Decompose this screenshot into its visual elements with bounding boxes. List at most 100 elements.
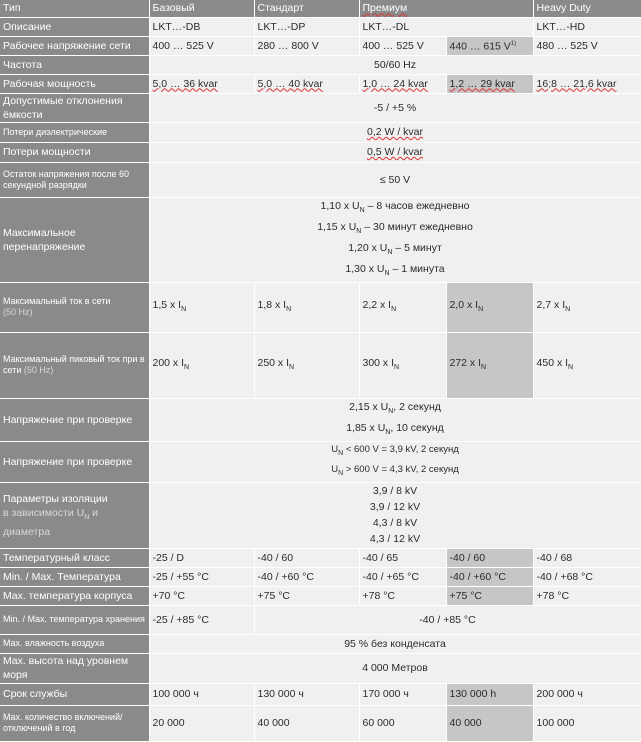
cell-switching-premium-alt: 40 000 [446, 705, 534, 742]
header-type: Тип [0, 0, 150, 18]
label-minmax-temp: Min. / Max. Температура [0, 567, 150, 587]
cell-overvoltage: 1,10 x UN – 8 часов ежедневно 1,15 x UN … [149, 197, 641, 283]
label-max-current: Максимальный ток в сети (50 Hz) [0, 282, 150, 333]
label-test-voltage-2: Напряжение при проверке [0, 441, 150, 483]
overvoltage-line: 1,15 x UN – 30 минут ежедневно [317, 220, 473, 235]
row-switching: Max. количество включений/отключений в г… [0, 705, 641, 742]
label-humidity: Max. влажность воздуха [0, 634, 150, 654]
label-tolerance: Допустимые отклонения ёмкости [0, 93, 150, 123]
cell-lifetime-premium-alt: 130 000 h [446, 683, 534, 706]
cell-switching-basic: 20 000 [149, 705, 255, 742]
label-switching: Max. количество включений/отключений в г… [0, 705, 150, 742]
test-voltage-line: 2,15 x UN, 2 секунд [349, 400, 441, 415]
overvoltage-line: 1,20 x UN – 5 минут [348, 241, 442, 256]
row-test-voltage-2: Напряжение при проверке UN < 600 V = 3,9… [0, 441, 641, 483]
cell-peak-current-premium: 300 x IN [359, 332, 447, 399]
row-temp-class: Температурный класс -25 / D -40 / 60 -40… [0, 548, 641, 568]
cell-storage-temp-basic: -25 / +85 °C [149, 605, 255, 635]
label-voltage: Рабочее напряжение сети [0, 36, 150, 56]
label-description: Описание [0, 17, 150, 37]
cell-max-current-basic: 1,5 x IN [149, 282, 255, 333]
cell-minmax-temp-premium-alt: -40 / +60 °C [446, 567, 534, 587]
cell-peak-current-basic: 200 x IN [149, 332, 255, 399]
cell-voltage-basic: 400 … 525 V [149, 36, 255, 56]
cell-description-standard: LKT…-DP [254, 17, 360, 37]
cell-max-current-heavy: 2,7 x IN [533, 282, 641, 333]
label-residual: Остаток напряжения после 60 секундной ра… [0, 162, 150, 198]
cell-peak-current-premium-alt: 272 x IN [446, 332, 534, 399]
cell-test-voltage-1: 2,15 x UN, 2 секунд 1,85 x UN, 10 секунд [149, 398, 641, 443]
label-insulation: Параметры изоляции в зависимости UN и ди… [0, 482, 150, 549]
cell-temp-class-premium-alt: -40 / 60 [446, 548, 534, 568]
header-row: Тип Базовый Стандарт Премиум Heavy Duty [0, 0, 641, 18]
row-dielectric-loss: Потери диэлектрические 0,2 W / kvar [0, 122, 641, 143]
cell-case-temp-basic: +70 °C [149, 586, 255, 606]
cell-peak-current-standard: 250 x IN [254, 332, 360, 399]
row-humidity: Max. влажность воздуха 95 % без конденса… [0, 634, 641, 654]
label-test-voltage-1: Напряжение при проверке [0, 398, 150, 443]
cell-insulation: 3,9 / 8 kV 3,9 / 12 kV 4,3 / 8 kV 4,3 / … [149, 482, 641, 549]
row-altitude: Max. высота над уровнем моря 4 000 Метро… [0, 653, 641, 684]
cell-test-voltage-2: UN < 600 V = 3,9 kV, 2 секунд UN > 600 V… [149, 441, 641, 483]
cell-altitude: 4 000 Метров [149, 653, 641, 684]
cell-case-temp-standard: +75 °C [254, 586, 360, 606]
cell-lifetime-standard: 130 000 ч [254, 683, 360, 706]
insulation-line: 4,3 / 12 kV [369, 533, 421, 546]
cell-voltage-premium: 400 … 525 V [359, 36, 447, 56]
cell-description-premium: LKT…-DL [359, 17, 534, 37]
cell-minmax-temp-standard: -40 / +60 °C [254, 567, 360, 587]
label-dielectric-loss: Потери диэлектрические [0, 122, 150, 143]
label-frequency: Частота [0, 55, 150, 75]
cell-humidity: 95 % без конденсата [149, 634, 641, 654]
cell-power-loss: 0,5 W / kvar [149, 142, 641, 163]
label-power: Рабочая мощность [0, 74, 150, 94]
header-basic: Базовый [149, 0, 255, 18]
row-residual: Остаток напряжения после 60 секундной ра… [0, 162, 641, 198]
cell-switching-premium: 60 000 [359, 705, 447, 742]
overvoltage-line: 1,10 x UN – 8 часов ежедневно [320, 199, 470, 214]
row-description: Описание LKT…-DB LKT…-DP LKT…-DL LKT…-HD [0, 17, 641, 37]
cell-max-current-standard: 1,8 x IN [254, 282, 360, 333]
label-lifetime: Срок службы [0, 683, 150, 706]
label-overvoltage: Максимальное перенапряжение [0, 197, 150, 283]
row-lifetime: Срок службы 100 000 ч 130 000 ч 170 000 … [0, 683, 641, 706]
label-altitude: Max. высота над уровнем моря [0, 653, 150, 684]
row-voltage: Рабочее напряжение сети 400 … 525 V 280 … [0, 36, 641, 56]
cell-temp-class-standard: -40 / 60 [254, 548, 360, 568]
row-peak-current: Максимальный пиковый ток при в сети (50 … [0, 332, 641, 399]
test-voltage-line: UN > 600 V = 4,3 kV, 2 секунд [331, 463, 459, 477]
label-temp-class: Температурный класс [0, 548, 150, 568]
cell-temp-class-premium: -40 / 65 [359, 548, 447, 568]
cell-voltage-standard: 280 … 800 V [254, 36, 360, 56]
cell-minmax-temp-premium: -40 / +65 °C [359, 567, 447, 587]
cell-peak-current-heavy: 450 x IN [533, 332, 641, 399]
test-voltage-line: 1,85 x UN, 10 секунд [346, 421, 444, 437]
label-power-loss: Потери мощности [0, 142, 150, 163]
row-frequency: Частота 50/60 Hz [0, 55, 641, 75]
cell-description-basic: LKT…-DB [149, 17, 255, 37]
cell-frequency: 50/60 Hz [149, 55, 641, 75]
cell-power-basic: 5,0 … 36 kvar [149, 74, 255, 94]
label-storage-temp: Min. / Max. температура хранения [0, 605, 150, 635]
cell-minmax-temp-basic: -25 / +55 °C [149, 567, 255, 587]
header-premium: Премиум [359, 0, 534, 18]
row-minmax-temp: Min. / Max. Температура -25 / +55 °C -40… [0, 567, 641, 587]
cell-power-heavy: 16;8 … 21,6 kvar [533, 74, 641, 94]
row-insulation: Параметры изоляции в зависимости UN и ди… [0, 482, 641, 549]
label-case-temp: Max. температура корпуса [0, 586, 150, 606]
cell-max-current-premium: 2,2 x IN [359, 282, 447, 333]
cell-case-temp-premium: +78 °C [359, 586, 447, 606]
insulation-line: 3,9 / 8 kV [372, 485, 418, 498]
cell-power-standard: 5,0 … 40 kvar [254, 74, 360, 94]
header-standard: Стандарт [254, 0, 360, 18]
cell-temp-class-heavy: -40 / 68 [533, 548, 641, 568]
insulation-line: 3,9 / 12 kV [369, 501, 421, 514]
insulation-line: 4,3 / 8 kV [372, 517, 418, 530]
cell-power-premium-alt: 1,2 … 29 kvar [446, 74, 534, 94]
test-voltage-line: UN < 600 V = 3,9 kV, 2 секунд [331, 444, 459, 457]
row-max-current: Максимальный ток в сети (50 Hz) 1,5 x IN … [0, 282, 641, 333]
cell-minmax-temp-heavy: -40 / +68 °C [533, 567, 641, 587]
cell-max-current-premium-alt: 2,0 x IN [446, 282, 534, 333]
cell-voltage-premium-alt: 440 … 615 V1) [446, 36, 534, 56]
row-tolerance: Допустимые отклонения ёмкости -5 / +5 % [0, 93, 641, 123]
